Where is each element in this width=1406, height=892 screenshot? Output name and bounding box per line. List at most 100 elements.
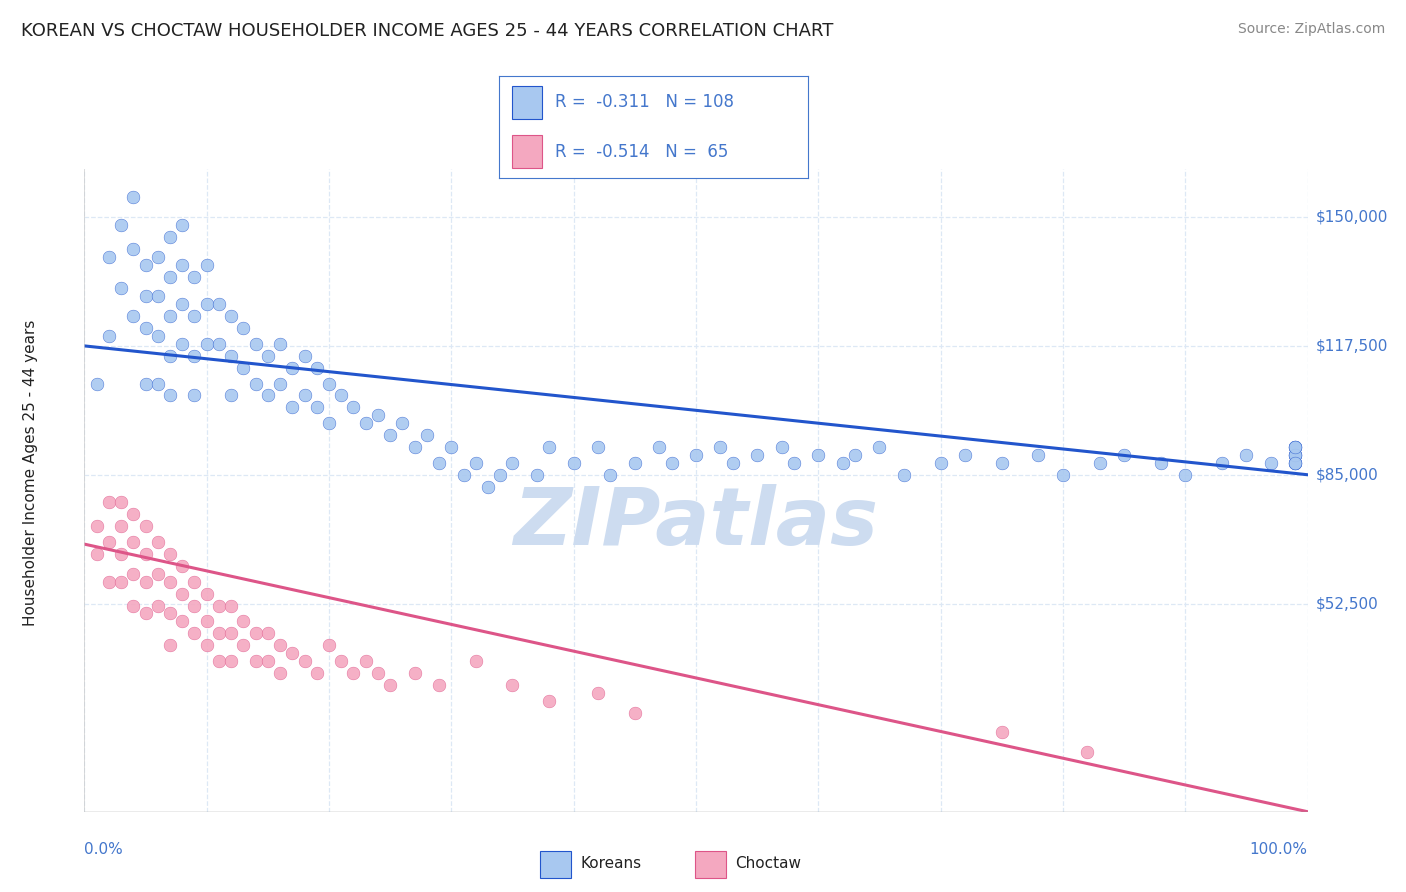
Point: [586, 440, 609, 454]
Point: [342, 401, 364, 415]
Point: [172, 558, 194, 573]
Text: Koreans: Koreans: [581, 855, 641, 871]
Point: [86, 519, 108, 533]
Point: [294, 349, 316, 363]
Point: [526, 467, 548, 482]
Point: [1076, 745, 1098, 759]
Point: [219, 654, 242, 668]
Point: [305, 665, 328, 680]
Point: [538, 694, 561, 708]
Point: [245, 654, 267, 668]
Point: [269, 665, 291, 680]
Point: [464, 456, 486, 470]
Point: [294, 388, 316, 402]
Point: [110, 519, 132, 533]
Point: [232, 638, 254, 652]
Point: [159, 269, 181, 284]
Point: [135, 258, 157, 272]
Point: [195, 258, 218, 272]
Point: [599, 467, 621, 482]
Point: [477, 480, 499, 494]
Point: [281, 646, 304, 660]
Point: [159, 230, 181, 244]
Point: [404, 440, 426, 454]
Point: [281, 401, 304, 415]
Point: [232, 321, 254, 335]
Point: [562, 456, 585, 470]
Point: [1088, 456, 1111, 470]
Point: [1284, 440, 1306, 454]
Point: [1284, 456, 1306, 470]
Point: [391, 416, 413, 430]
Point: [367, 665, 389, 680]
Point: [208, 297, 231, 311]
Bar: [695, 851, 725, 878]
Point: [953, 448, 976, 462]
Point: [97, 495, 120, 509]
Point: [172, 615, 194, 629]
Point: [159, 547, 181, 561]
Point: [110, 281, 132, 295]
Point: [770, 440, 793, 454]
Point: [440, 440, 463, 454]
Point: [183, 388, 205, 402]
Point: [489, 467, 512, 482]
Point: [159, 388, 181, 402]
Point: [183, 599, 205, 613]
Point: [245, 376, 267, 391]
Point: [1028, 448, 1050, 462]
Point: [257, 654, 280, 668]
Point: [172, 587, 194, 601]
Point: [110, 495, 132, 509]
Text: Source: ZipAtlas.com: Source: ZipAtlas.com: [1237, 22, 1385, 37]
Point: [97, 329, 120, 343]
Bar: [512, 87, 543, 119]
Point: [721, 456, 744, 470]
Point: [501, 678, 523, 692]
Point: [1284, 448, 1306, 462]
Point: [747, 448, 769, 462]
Point: [1211, 456, 1233, 470]
Point: [427, 456, 450, 470]
Point: [380, 428, 402, 442]
Point: [990, 456, 1012, 470]
Point: [245, 626, 267, 640]
Point: [586, 686, 609, 700]
Point: [648, 440, 671, 454]
Point: [330, 654, 353, 668]
Point: [1052, 467, 1074, 482]
Point: [146, 376, 169, 391]
Point: [1114, 448, 1136, 462]
Point: [219, 388, 242, 402]
Point: [110, 218, 132, 232]
Point: [97, 250, 120, 264]
Point: [122, 309, 145, 323]
Point: [232, 360, 254, 375]
Point: [219, 626, 242, 640]
Point: [269, 376, 291, 391]
Point: [219, 599, 242, 613]
Text: $85,000: $85,000: [1316, 467, 1379, 483]
Point: [97, 574, 120, 589]
Point: [807, 448, 830, 462]
Point: [183, 574, 205, 589]
Point: [257, 388, 280, 402]
Point: [427, 678, 450, 692]
Point: [135, 519, 157, 533]
Point: [1284, 440, 1306, 454]
Point: [122, 535, 145, 549]
Point: [195, 297, 218, 311]
Text: ZIPatlas: ZIPatlas: [513, 483, 879, 562]
Text: Householder Income Ages 25 - 44 years: Householder Income Ages 25 - 44 years: [24, 319, 38, 626]
Point: [783, 456, 806, 470]
Point: [183, 309, 205, 323]
Point: [122, 566, 145, 581]
Point: [135, 289, 157, 303]
Point: [208, 599, 231, 613]
Point: [97, 535, 120, 549]
Point: [146, 289, 169, 303]
Point: [929, 456, 952, 470]
Point: [294, 654, 316, 668]
Point: [135, 376, 157, 391]
Point: [354, 416, 377, 430]
